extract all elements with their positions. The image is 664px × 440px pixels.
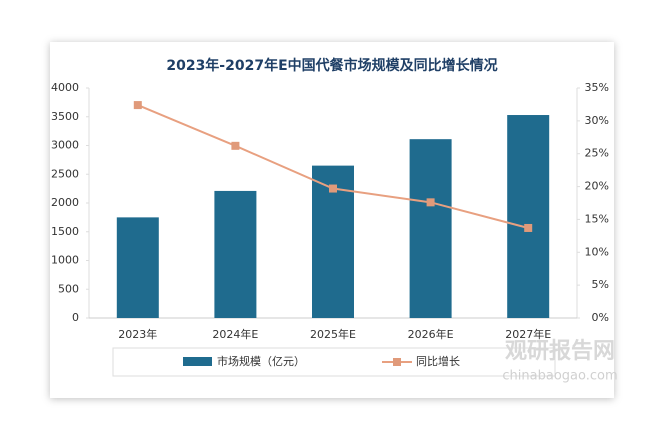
x-tick-label: 2025年E: [310, 327, 356, 341]
y-tick-label: 1000: [51, 254, 79, 267]
y-tick-label: 1500: [51, 225, 79, 238]
y-tick-label: 3500: [51, 110, 79, 123]
legend-label: 同比增长: [416, 354, 460, 368]
y-tick-label: 2000: [51, 196, 79, 209]
legend-box: [112, 347, 556, 377]
y-tick-label: 4000: [51, 81, 79, 94]
y-tick-label: 500: [58, 282, 79, 295]
line-marker: [231, 141, 240, 150]
legend-label: 市场规模（亿元）: [217, 354, 305, 368]
line-marker: [133, 101, 142, 110]
y2-tick-label: 30%: [585, 114, 609, 127]
x-tick-label: 2024年E: [212, 327, 258, 341]
x-tick-label: 2026年E: [408, 327, 454, 341]
bar: [214, 190, 257, 318]
chart-title: 2023年-2027年E中国代餐市场规模及同比增长情况: [166, 57, 497, 74]
y2-tick-label: 15%: [585, 212, 609, 225]
y2-tick-label: 25%: [585, 147, 609, 160]
watermark: 观研报告网: [505, 339, 615, 364]
bar: [409, 139, 452, 318]
y-tick-label: 3000: [51, 139, 79, 152]
bar: [507, 115, 550, 319]
y2-tick-label: 10%: [585, 245, 609, 258]
x-tick-label: 2023年: [118, 327, 157, 341]
y2-tick-label: 5%: [592, 278, 609, 291]
y2-tick-label: 35%: [585, 81, 609, 94]
watermark: chinabaogao.com: [502, 369, 617, 384]
y-tick-label: 2500: [51, 167, 79, 180]
y2-tick-label: 0%: [592, 311, 609, 324]
bar: [116, 217, 159, 318]
line-marker: [426, 198, 435, 207]
line-marker: [524, 223, 533, 232]
y2-tick-label: 20%: [585, 180, 609, 193]
legend-swatch: [183, 357, 212, 366]
y-tick-label: 0: [72, 311, 79, 324]
x-tick-label: 2027年E: [505, 327, 551, 341]
line-marker: [329, 184, 337, 193]
legend-swatch: [393, 358, 401, 366]
